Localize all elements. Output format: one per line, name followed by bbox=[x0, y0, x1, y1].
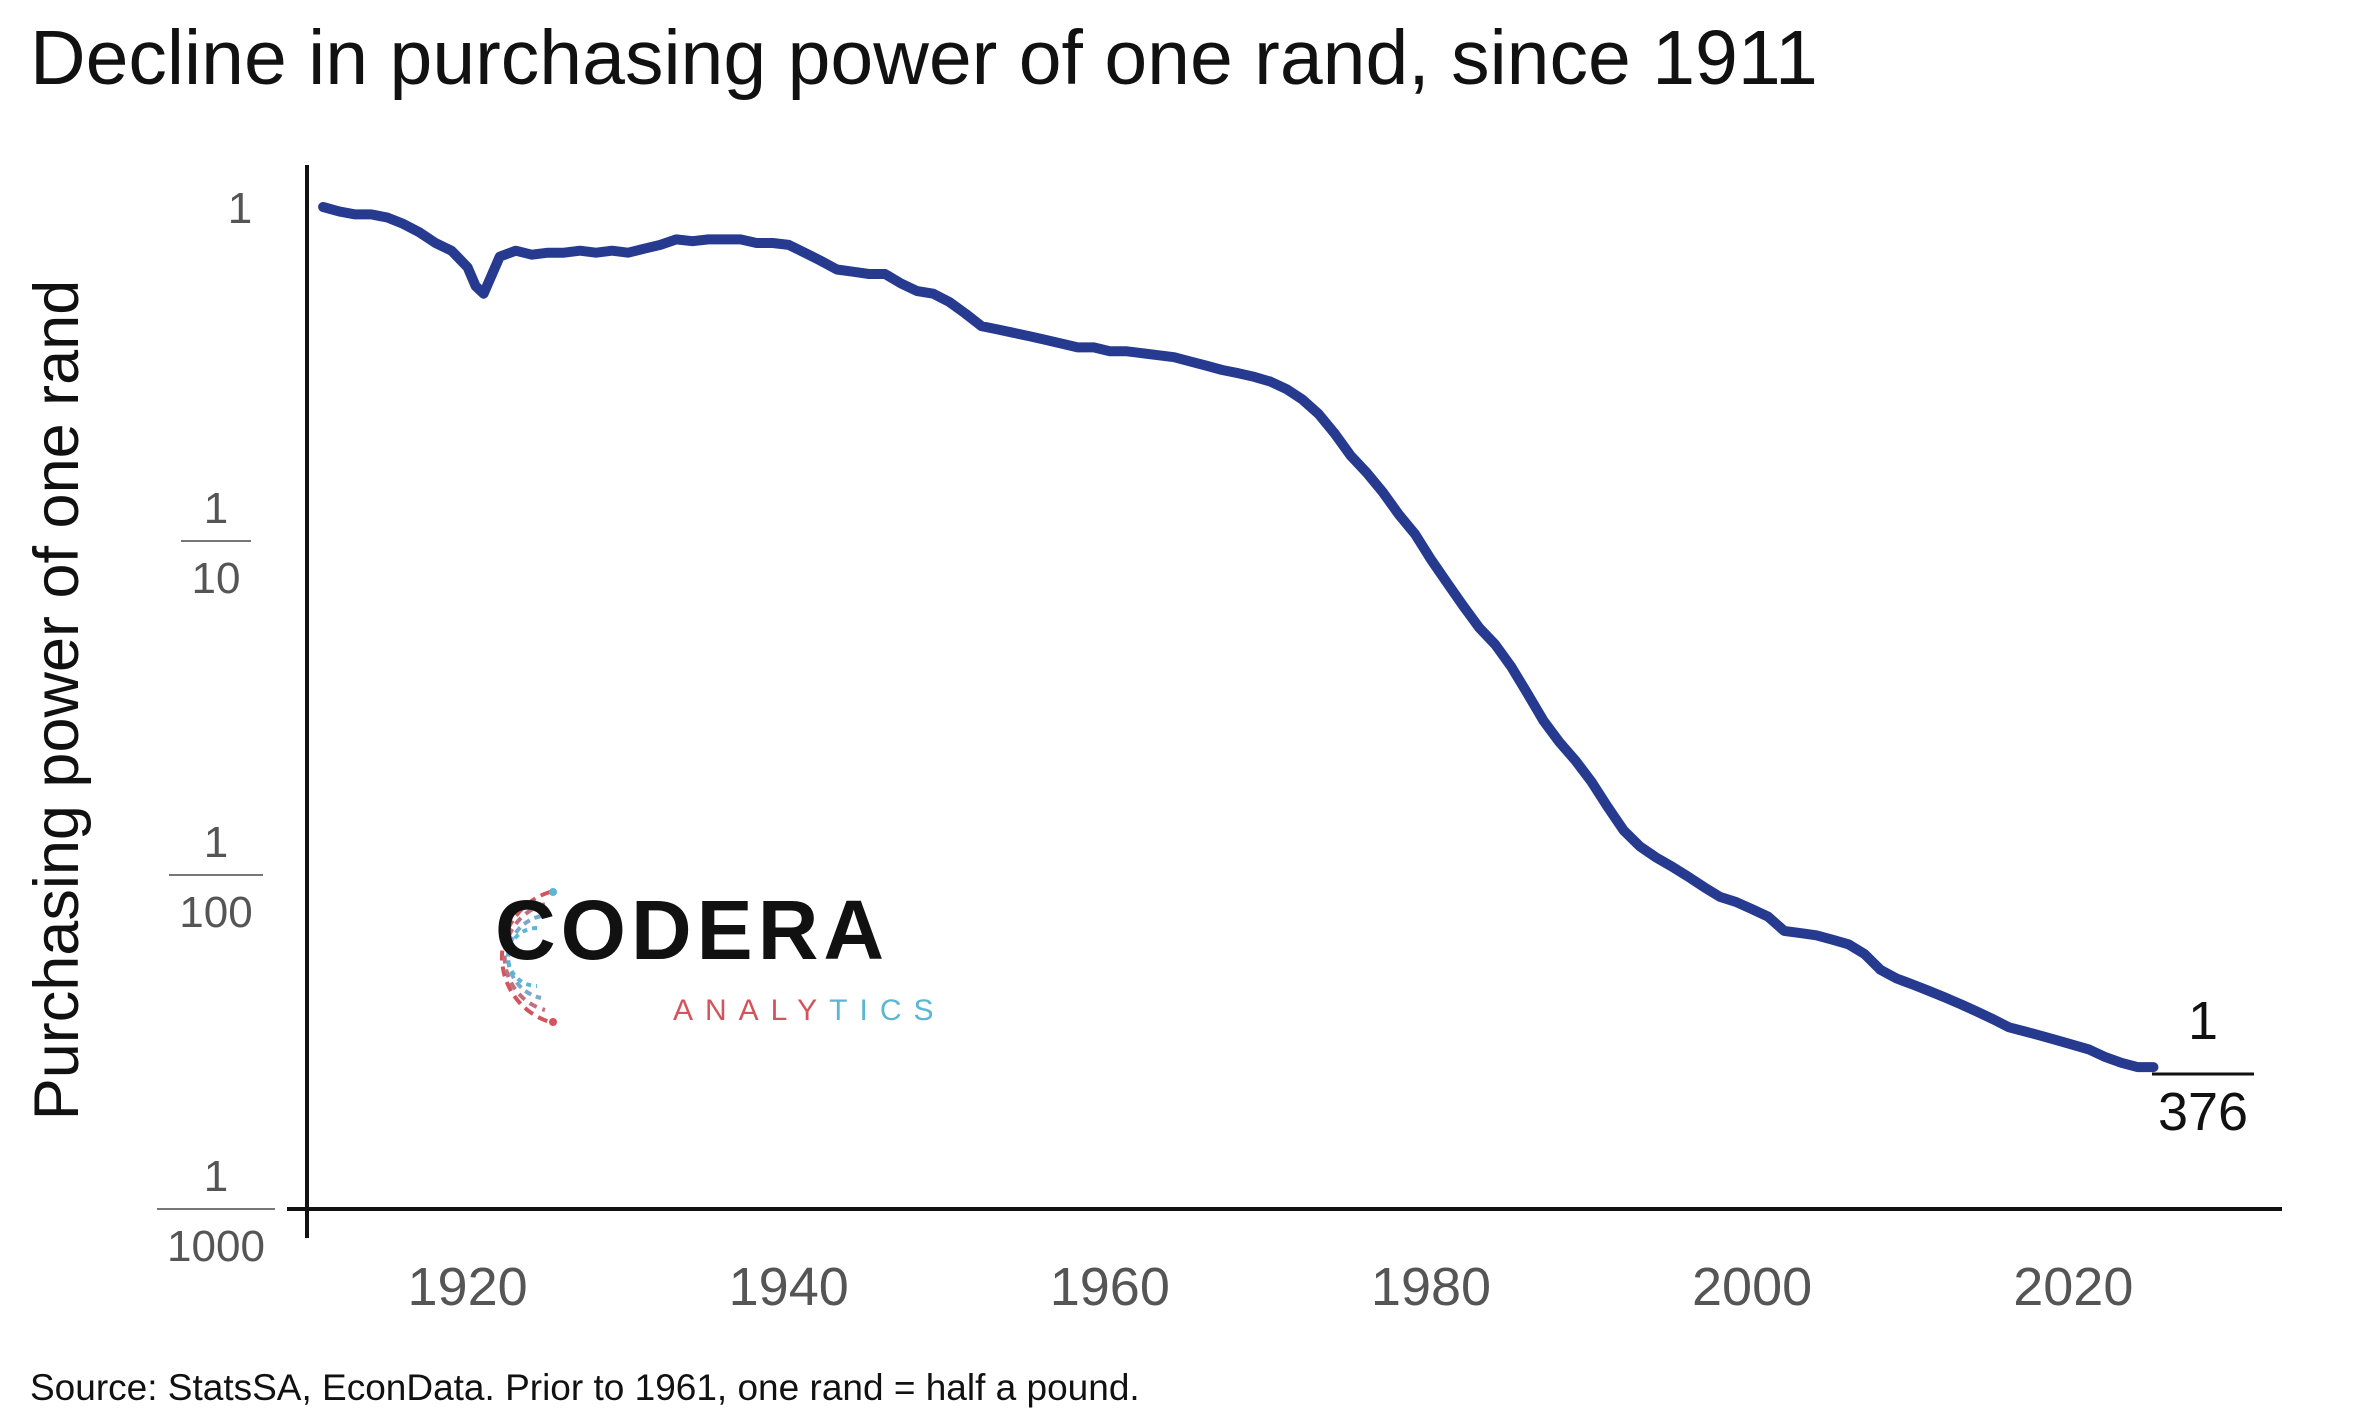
x-tick-label-1940: 1940 bbox=[729, 1257, 849, 1317]
chart-source-note: Source: StatsSA, EconData. Prior to 1961… bbox=[30, 1367, 1140, 1408]
y-tick-numerator-100: 1 bbox=[204, 818, 228, 867]
y-tick-group: 1 1 10 1 100 1 1000 bbox=[157, 184, 275, 1271]
x-tick-group: 1920 1940 1960 1980 2000 2020 bbox=[408, 1257, 2134, 1317]
codera-logo-subtitle: ANALYTICS bbox=[673, 994, 946, 1028]
end-value-annotation: 1 376 bbox=[2152, 991, 2254, 1142]
codera-logo: CODERA ANALYTICS bbox=[455, 882, 933, 1032]
x-tick-label-1980: 1980 bbox=[1371, 1257, 1491, 1317]
logo-subtitle-part-a: ANALY bbox=[673, 994, 830, 1027]
codera-logo-mark-icon bbox=[499, 888, 557, 1026]
y-tick-numerator-10: 1 bbox=[204, 484, 228, 533]
x-tick-label-1920: 1920 bbox=[408, 1257, 528, 1317]
x-tick-label-2020: 2020 bbox=[2013, 1257, 2133, 1317]
logo-subtitle-part-b: TICS bbox=[829, 994, 946, 1027]
chart-title: Decline in purchasing power of one rand,… bbox=[30, 15, 1818, 101]
series-line-purchasing-power bbox=[318, 202, 2159, 1073]
y-tick-denominator-1000: 1000 bbox=[167, 1222, 265, 1271]
x-tick-label-2000: 2000 bbox=[1692, 1257, 1812, 1317]
end-annotation-denominator: 376 bbox=[2158, 1082, 2248, 1142]
x-tick-label-1960: 1960 bbox=[1050, 1257, 1170, 1317]
y-tick-denominator-10: 10 bbox=[192, 554, 241, 603]
end-annotation-numerator: 1 bbox=[2188, 991, 2218, 1051]
codera-logo-wordmark: CODERA bbox=[495, 883, 890, 977]
y-tick-label-1: 1 bbox=[228, 184, 252, 233]
y-tick-denominator-100: 100 bbox=[179, 888, 252, 937]
y-tick-numerator-1000: 1 bbox=[204, 1152, 228, 1201]
